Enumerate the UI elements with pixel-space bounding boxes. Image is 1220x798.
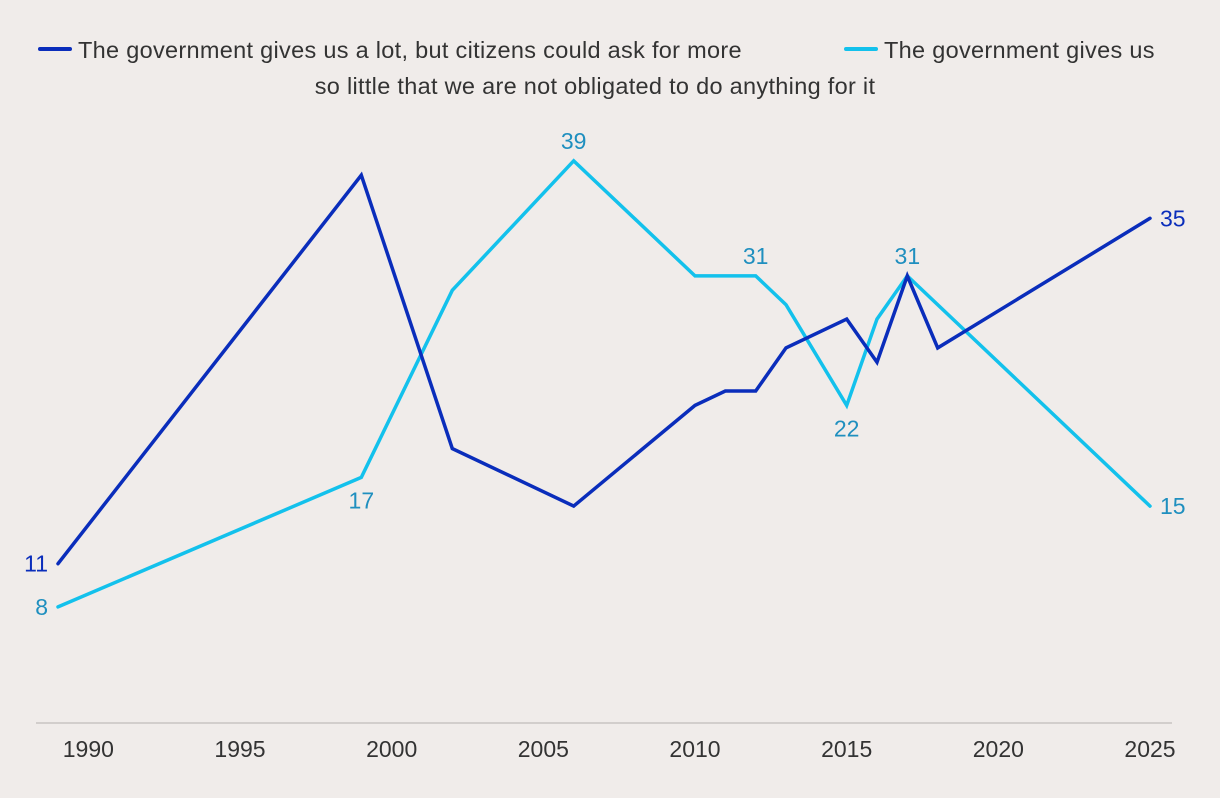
data-label: 35: [1160, 205, 1186, 231]
series-lines: [56, 158, 1152, 609]
x-tick-label: 2015: [821, 736, 872, 762]
series-line-2: [56, 158, 1152, 609]
data-label: 17: [349, 487, 375, 513]
x-tick-label: 2010: [669, 736, 720, 762]
x-tick-label: 2025: [1124, 736, 1175, 762]
series-line-1: [56, 171, 1152, 566]
x-tick-label: 2000: [366, 736, 417, 762]
x-tick-label: 2005: [518, 736, 569, 762]
legend-label-series-1: The government gives us a lot, but citiz…: [78, 37, 742, 63]
data-label: 11: [24, 551, 48, 577]
legend-label-series-2-line-2: so little that we are not obligated to d…: [315, 73, 876, 99]
x-axis-ticks: 1990 1995 2000 2005 2010 2015 2020 2025: [63, 736, 1176, 762]
legend: The government gives us a lot, but citiz…: [38, 37, 1155, 99]
data-label: 31: [743, 243, 769, 269]
x-tick-label: 1990: [63, 736, 114, 762]
data-label: 31: [895, 243, 921, 269]
x-tick-label: 1995: [214, 736, 265, 762]
data-labels: 11 35 8 17 39 31 22 31 15: [24, 128, 1185, 620]
data-label: 22: [834, 415, 860, 441]
data-label: 8: [35, 594, 48, 620]
x-tick-label: 2020: [973, 736, 1024, 762]
data-label: 15: [1160, 493, 1186, 519]
data-label: 39: [561, 128, 587, 154]
legend-label-series-2-line-1: The government gives us: [884, 37, 1155, 63]
